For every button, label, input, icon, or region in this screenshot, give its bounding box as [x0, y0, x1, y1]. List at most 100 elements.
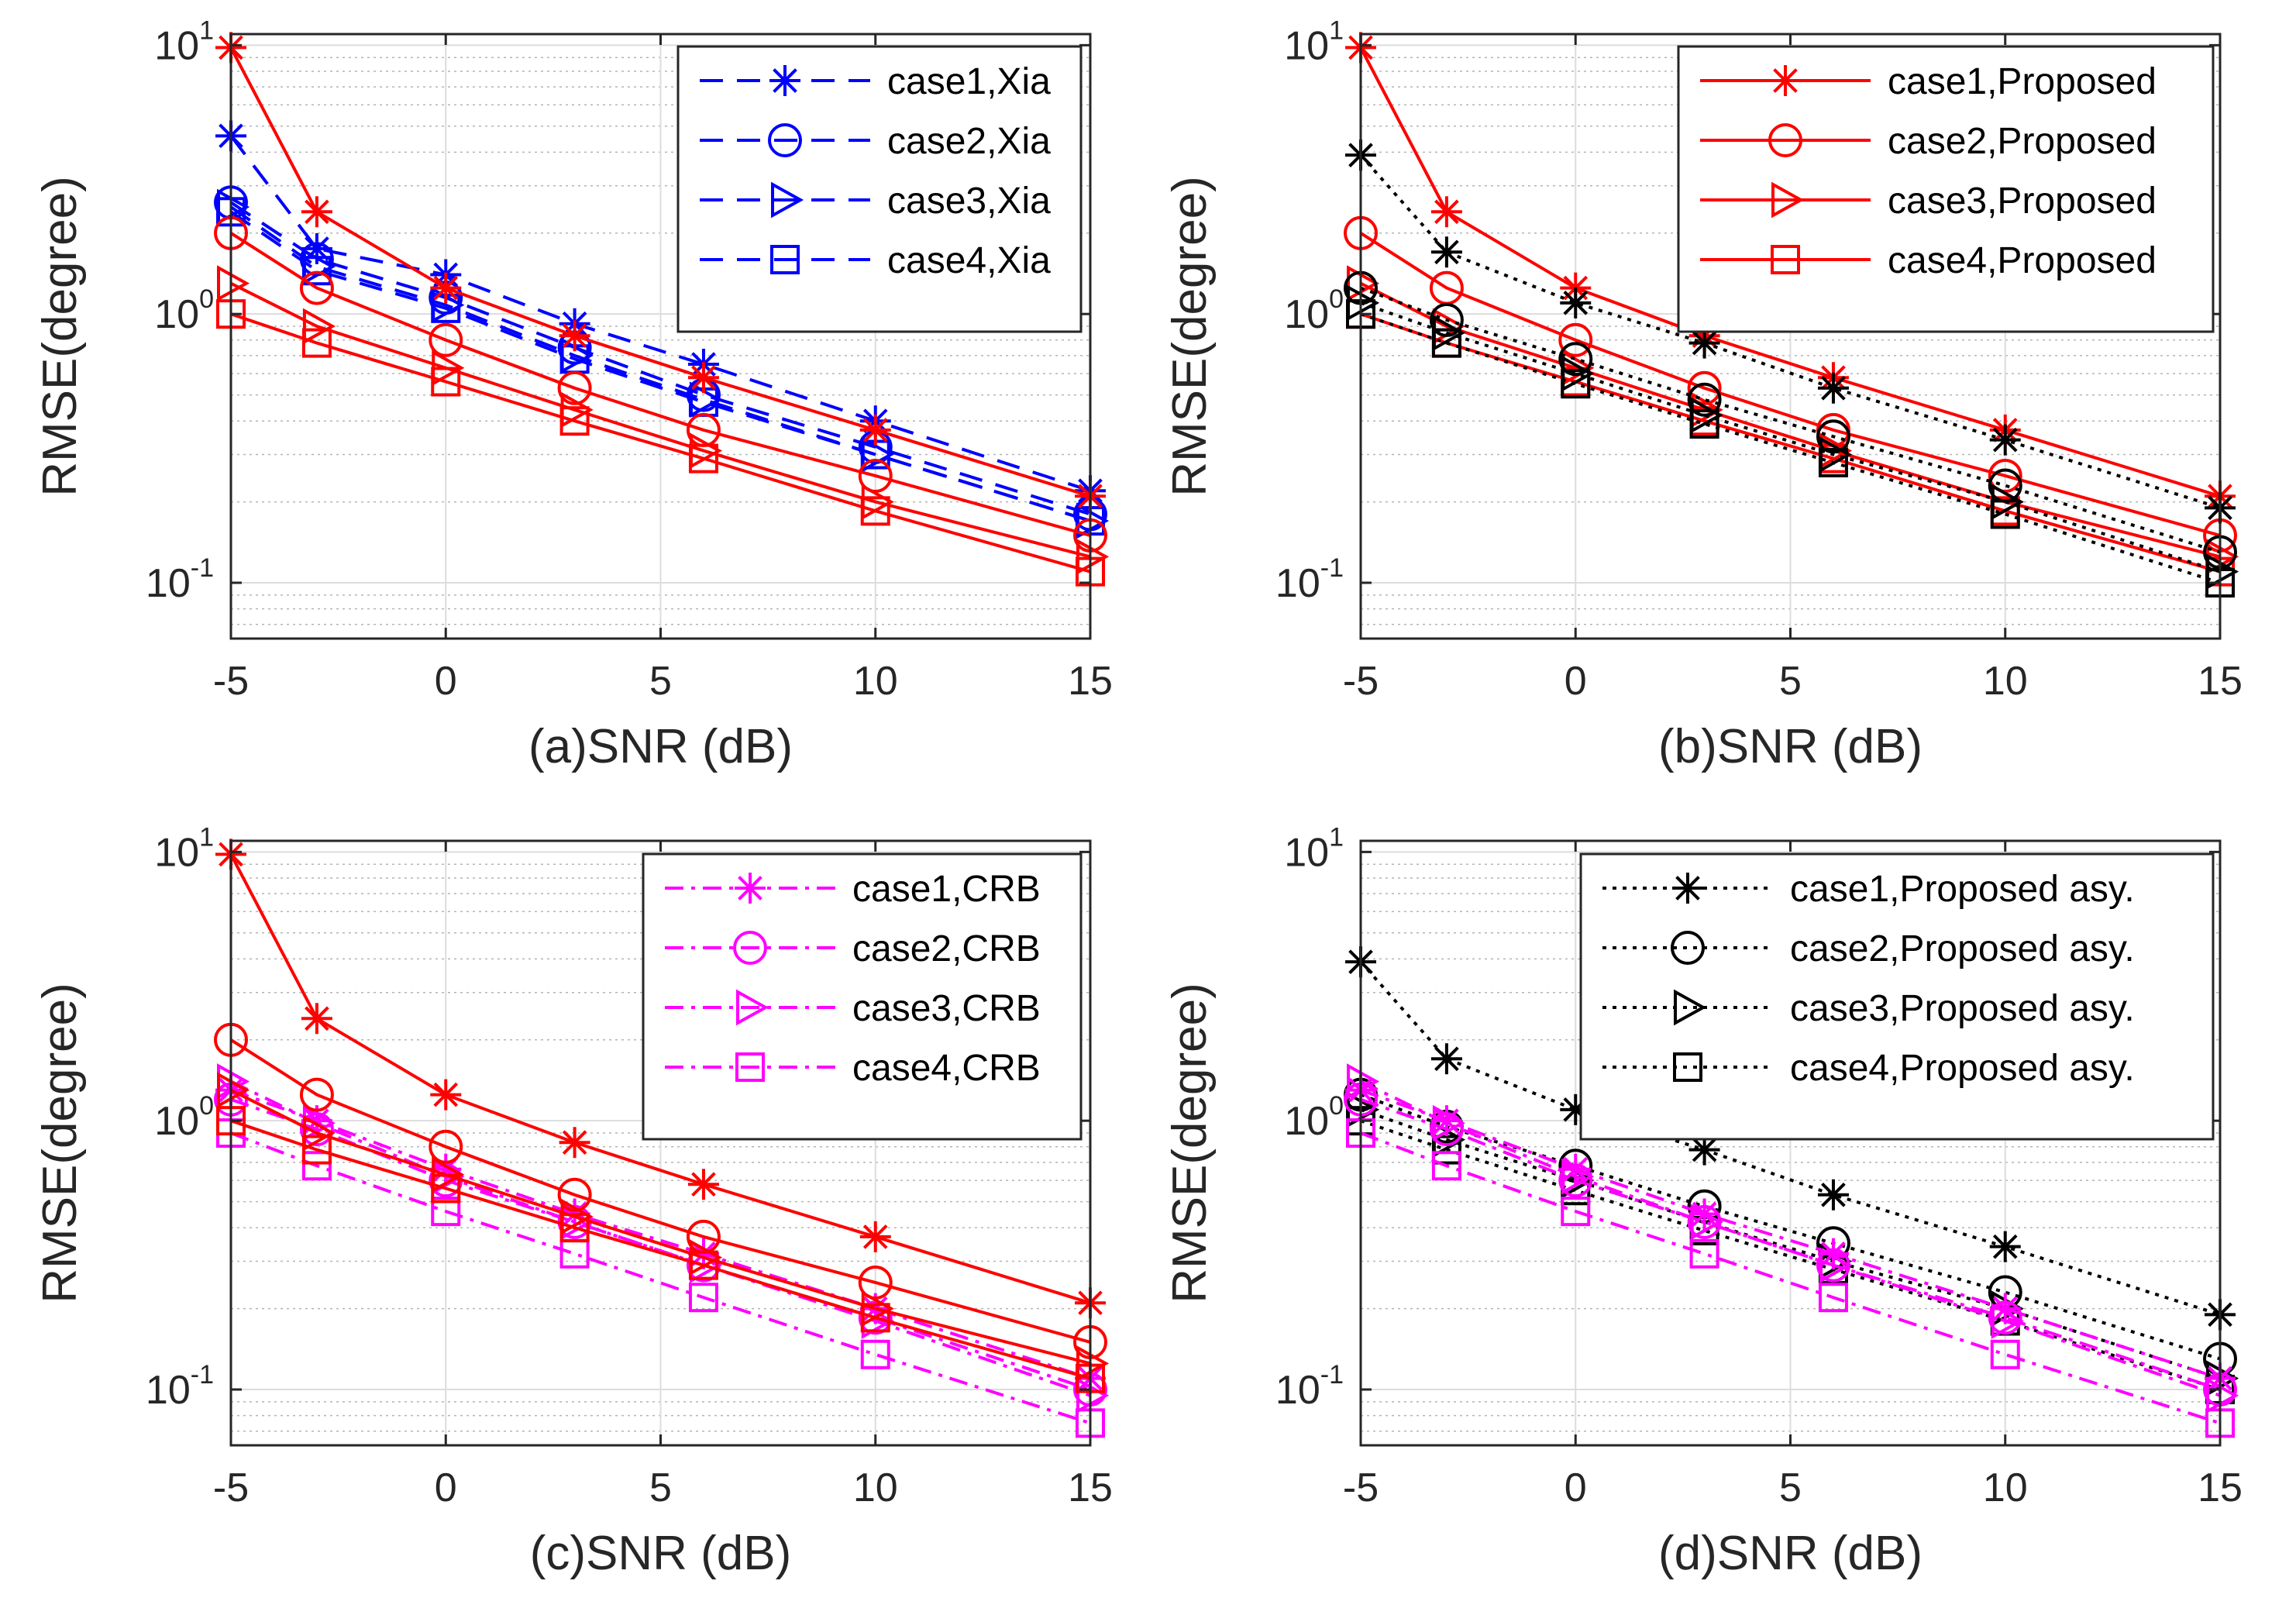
panel-c-data-point	[431, 1173, 461, 1204]
panel-c-data-point	[858, 1300, 893, 1335]
panel-a-data-point	[557, 370, 592, 405]
panel-a-legend-marker	[769, 65, 800, 96]
panel-d-data-point	[1817, 1238, 1849, 1269]
panel-c-data-point	[299, 1077, 334, 1112]
panel-a-legend-label: case1,Xia	[887, 61, 1051, 102]
panel-c-legend-marker	[736, 989, 769, 1026]
panel-a-data-point	[559, 406, 590, 436]
panel-c-series-line	[230, 1088, 1091, 1365]
panel-b-legend-marker	[1771, 181, 1805, 219]
panel-b-data-point	[1688, 327, 1720, 359]
panel-c-data-point	[217, 1072, 250, 1109]
panel-d-series-line	[1360, 1097, 2221, 1391]
panel-b-legend-marker	[1768, 123, 1802, 157]
panel-c-legend: case1,CRB case2,CRB case3,CRB case4,CRB	[642, 852, 1083, 1141]
panel-d-legend-marker	[1674, 989, 1707, 1026]
panel-b-series-line	[1359, 232, 2221, 537]
panel-d-legend-marker	[1673, 1052, 1702, 1082]
panel-b-data-point	[1990, 499, 2020, 529]
panel-a-ytick-label: 100	[154, 284, 214, 337]
panel-c-series-line	[229, 1038, 1091, 1344]
panel-a-series-line	[229, 232, 1091, 537]
panel-c-series-6	[214, 1022, 1107, 1359]
panel-d-data-point	[1431, 1135, 1461, 1165]
panel-c-data-point	[430, 1079, 462, 1111]
panel-c-legend-marker	[733, 931, 767, 965]
panel-b-data-point	[1431, 328, 1461, 358]
panel-a-data-point	[217, 265, 250, 302]
panel-c-legend-label: case4,CRB	[852, 1048, 1041, 1089]
panel-b-data-point	[1347, 265, 1380, 302]
panel-c-data-point	[688, 1283, 718, 1313]
panel-d-data-point	[1988, 1300, 2022, 1335]
panel-c-xtick-label: 0	[435, 1465, 457, 1510]
panel-c-data-point	[1076, 1377, 1110, 1414]
panel-b-series-line	[1360, 301, 2221, 573]
panel-c-data-point	[860, 1303, 890, 1333]
panel-b-series-line	[1360, 312, 2221, 584]
panel-a-xtick-label: 15	[1068, 659, 1113, 704]
panel-a-data-point	[301, 328, 332, 358]
panel-a-y-axis-title: RMSE(degree)	[33, 176, 87, 496]
panel-d-legend-label: case3,Proposed asy.	[1790, 988, 2135, 1029]
panel-b-legend-box	[1677, 45, 2215, 333]
panel-b-data-point	[1816, 419, 1850, 454]
panel-d: -5 0 5 10 15 10-1 100 101 (d)SNR (dB) RMSE(degree…	[1163, 822, 2243, 1580]
panel-b-data-point	[1687, 370, 1722, 405]
panel-c-series-line	[230, 1080, 1091, 1397]
panel-c-data-point	[688, 1250, 718, 1280]
panel-d-legend-marker	[1671, 931, 1705, 965]
panel-a-data-point	[1076, 538, 1110, 575]
panel-d-data-point	[1989, 1231, 2021, 1262]
panel-c-data-point	[557, 1177, 592, 1212]
panel-c-data-point	[559, 1127, 590, 1159]
panel-d-data-point	[1990, 1339, 2020, 1369]
panel-a-series-line	[229, 205, 1091, 522]
panel-b-legend-marker	[1770, 65, 1801, 96]
panel-a-series-line	[230, 312, 1091, 573]
panel-a-data-point	[858, 458, 893, 493]
panel-c-data-point	[429, 1129, 463, 1164]
panel-d-data-point	[1432, 1104, 1466, 1142]
panel-b-y-axis-title: RMSE(degree)	[1163, 176, 1217, 496]
panel-c-legend-label: case2,CRB	[852, 928, 1041, 969]
panel-c-data-point	[431, 1197, 461, 1227]
panel-d-x-axis-title: (d)SNR (dB)	[1658, 1527, 1923, 1580]
panel-d-y-axis-title: RMSE(degree)	[1163, 983, 1217, 1303]
panel-d-data-point	[1991, 1303, 2024, 1339]
panel-a-data-point	[299, 270, 334, 305]
panel-b-xtick-label: 0	[1565, 659, 1587, 704]
panel-c-legend-label: case1,CRB	[852, 869, 1041, 910]
panel-c-legend-box	[642, 852, 1083, 1141]
panel-b-data-point	[1989, 424, 2021, 456]
panel-c-xtick-label: 5	[649, 1465, 672, 1510]
panel-b-ticks	[1359, 34, 2222, 639]
panel-c-xtick-label: 15	[1068, 1465, 1113, 1510]
panel-b-xtick-label: 10	[1983, 659, 2028, 704]
panel-c-xtick-label: -5	[213, 1465, 249, 1510]
panel-a-data-point	[301, 196, 332, 228]
panel-c-data-point	[559, 1213, 590, 1243]
panel-a-xtick-label: 0	[435, 659, 457, 704]
panel-d-ytick-label: 10-1	[1275, 1360, 1344, 1413]
panel-a-data-point	[302, 308, 336, 345]
panel-a-data-point	[301, 232, 332, 264]
panel-d-data-point	[1818, 1283, 1848, 1313]
panel-b-x-axis-title: (b)SNR (dB)	[1658, 720, 1923, 773]
panel-d-xtick-label: 5	[1779, 1465, 1802, 1510]
panel-c-series-8	[216, 1106, 1105, 1393]
panel-d-data-point	[1430, 1105, 1462, 1137]
panel-a-legend-label: case3,Xia	[887, 181, 1051, 222]
panel-a-legend: case1,Xia case2,Xia case3,Xia case4,Xia	[676, 45, 1083, 333]
panel-c-ytick-label: 100	[154, 1091, 214, 1144]
panel-d-legend-label: case2,Proposed asy.	[1790, 928, 2135, 969]
panel-c-ytick-label: 10-1	[146, 1360, 214, 1413]
panel-a-data-point	[688, 443, 718, 474]
panel-d-data-point	[2206, 1377, 2239, 1414]
panel-c-data-point	[301, 1105, 332, 1137]
panel-c-legend-marker	[735, 873, 766, 904]
panel-a-xtick-label: 10	[853, 659, 898, 704]
panel-a-legend-marker	[770, 245, 800, 274]
panel-d-data-point	[1690, 1204, 1723, 1241]
panel-a-x-axis-title: (a)SNR (dB)	[528, 720, 793, 773]
